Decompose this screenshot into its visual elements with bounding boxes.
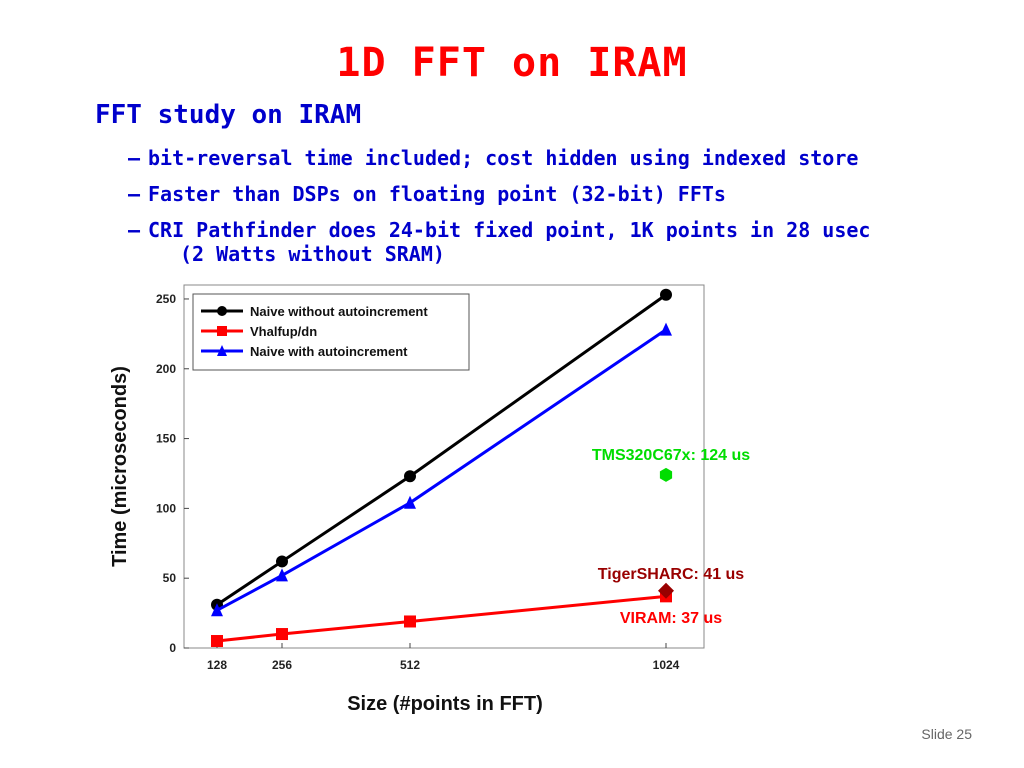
data-point: [276, 628, 288, 641]
annotation-label: VIRAM: 37 us: [620, 610, 722, 627]
slide-title: 1D FFT on IRAM: [336, 40, 688, 86]
data-point: [211, 603, 223, 617]
series-line: [216, 594, 667, 643]
annotation-marker: [659, 467, 673, 482]
y-tick-label: 0: [169, 641, 176, 655]
main-bullet: FFT study on IRAM: [95, 100, 362, 130]
data-point: [404, 615, 416, 628]
bullet-dash: –: [128, 182, 141, 206]
data-point: [276, 568, 288, 582]
series-line: [216, 328, 667, 612]
series-line: [216, 293, 667, 606]
y-tick-label: 150: [156, 432, 176, 446]
bullet-dash: –: [128, 146, 141, 170]
sub-bullet: – CRI Pathfinder does 24-bit fixed point…: [128, 218, 870, 242]
x-axis-label: Size (#points in FFT): [347, 693, 543, 715]
fft-time-chart: 0 50 100 150 200 250 128 256 512 1024 Size (#point…: [109, 284, 750, 715]
y-tick-label: 50: [163, 571, 177, 585]
sub-bullet-list: – bit-reversal time included; cost hidde…: [128, 146, 870, 278]
y-tick-label: 100: [156, 501, 176, 515]
plot-frame: [183, 284, 705, 649]
data-point: [404, 470, 416, 483]
legend-marker: [217, 326, 227, 336]
sub-bullet-text: bit-reversal time included; cost hidden …: [148, 146, 859, 170]
data-point: [211, 635, 223, 648]
sub-bullet: – bit-reversal time included; cost hidde…: [128, 146, 870, 170]
sub-bullet-text: CRI Pathfinder does 24-bit fixed point, …: [148, 218, 871, 242]
sub-bullet: – Faster than DSPs on floating point (32…: [128, 182, 870, 206]
legend-box: [192, 293, 470, 371]
chart-legend: Naive without autoincrement Vhalfup/dn Nai…: [192, 293, 470, 371]
bullet-dash: –: [128, 218, 141, 242]
slide-number: Slide 25: [921, 726, 972, 742]
data-point: [660, 322, 672, 336]
legend-marker: [217, 306, 227, 316]
data-point: [276, 555, 288, 568]
y-tick-label: 200: [156, 362, 176, 376]
data-point: [404, 495, 416, 509]
legend-label: Vhalfup/dn: [250, 324, 317, 339]
y-tick-label: 250: [156, 292, 176, 306]
x-tick-label: 128: [207, 658, 227, 672]
annotation-label: TigerSHARC: 41 us: [598, 566, 745, 583]
x-tick-label: 1024: [653, 658, 680, 672]
y-axis-label: Time (microseconds): [109, 366, 131, 567]
annotation-marker: [658, 582, 674, 599]
legend-label: Naive without autoincrement: [250, 304, 428, 319]
annotation-label: TMS320C67x: 124 us: [592, 447, 750, 464]
x-tick-label: 512: [400, 658, 420, 672]
legend-marker: [217, 345, 227, 356]
x-tick-label: 256: [272, 658, 292, 672]
sub-bullet-text: Faster than DSPs on floating point (32-b…: [148, 182, 726, 206]
sub-bullet-continuation: (2 Watts without SRAM): [180, 242, 445, 266]
data-point: [660, 288, 672, 301]
legend-label: Naive with autoincrement: [250, 344, 408, 359]
